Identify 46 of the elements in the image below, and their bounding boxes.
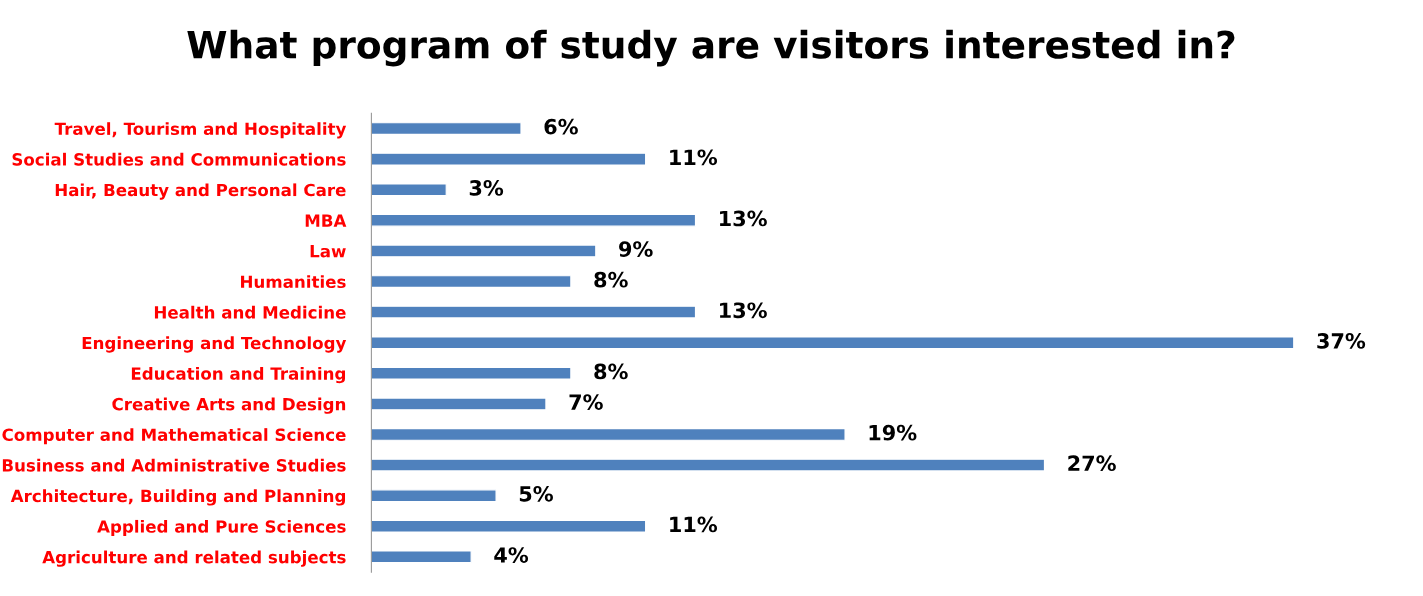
data-label: 27% [1068,455,1116,472]
bar [371,244,597,258]
data-label: 19% [869,424,917,441]
y-tick-label: Computer and Mathematical Science [2,428,346,445]
bar [371,305,697,319]
data-label: 37% [1317,332,1366,349]
bar [371,336,1295,350]
y-tick-label: Hair, Beauty and Personal Care [55,183,346,200]
bar [371,428,846,441]
y-tick-label: Architecture, Building and Planning [10,489,346,506]
data-label: 11% [670,516,718,533]
bar [371,489,497,503]
data-label: 13% [720,302,767,319]
bar [371,366,572,380]
y-tick-label: Engineering and Technology [82,336,347,353]
y-tick-label: Creative Arts and Design [112,397,346,414]
data-label: 3% [469,180,504,196]
y-tick-label: Education and Training [131,366,346,384]
y-tick-label: Humanities [241,275,346,289]
y-tick-label: Applied and Pure Sciences [97,519,346,537]
y-tick-label: Travel, Tourism and Hospitality [54,122,347,139]
y-tick-label: Law [310,245,346,258]
bar [371,397,547,411]
bar [371,213,697,227]
bar [371,122,522,135]
y-tick-label: Social Studies and Communications [12,152,346,166]
bar [371,183,447,197]
data-label: 9% [619,241,653,257]
bar [371,550,472,564]
data-label: 7% [569,394,603,410]
data-label: 4% [494,547,529,563]
data-label: 13% [720,210,767,227]
data-label: 11% [670,149,718,166]
bar [371,275,572,288]
data-label: 8% [594,271,628,288]
y-tick-label: Health and Medicine [154,305,346,319]
y-tick-label: Business and Administrative Studies [2,458,346,472]
y-tick-label: Agriculture and related subjects [42,550,346,567]
bar [371,152,647,166]
data-label: 8% [594,363,628,380]
data-label: 6% [544,118,578,135]
bar [371,458,1045,472]
bar [371,519,647,533]
y-tick-label: MBA [305,214,347,227]
chart-title: What program of study are visitors interested in? [187,29,1235,67]
data-label: 5% [519,485,553,502]
